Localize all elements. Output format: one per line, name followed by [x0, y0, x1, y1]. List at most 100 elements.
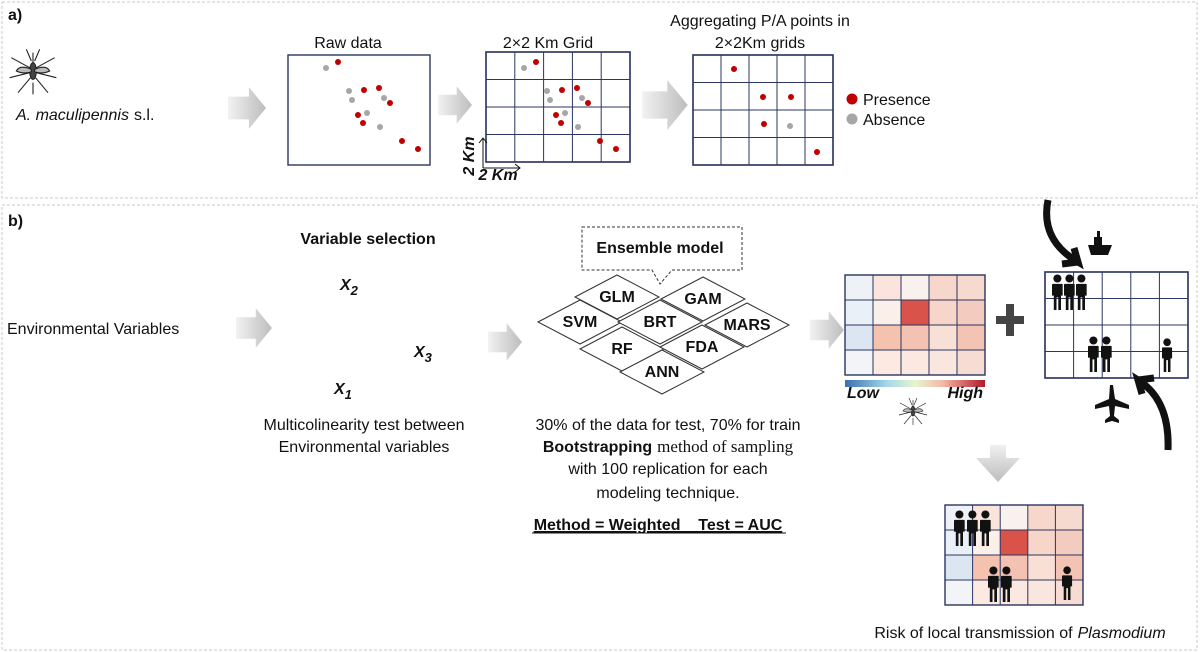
- variable-subscript: 1: [345, 387, 352, 402]
- risk-caption: Risk of local transmission of Plasmodium: [874, 625, 1165, 642]
- variable-subscript: 3: [425, 350, 433, 365]
- grid-box: [485, 51, 631, 163]
- input-label: Environmental Variables: [7, 321, 179, 338]
- grid-cell: [901, 350, 929, 375]
- legend-label: Absence: [863, 112, 925, 129]
- ship-icon: [1088, 231, 1112, 255]
- grid-cell: [845, 350, 873, 375]
- presence-point: [559, 87, 565, 93]
- variable: X2: [339, 277, 359, 298]
- grid-cell: [845, 325, 873, 350]
- method-text: Method = Weighted _ Test = AUC: [534, 517, 783, 534]
- flow-arrow: [438, 86, 472, 124]
- sampling-bold: Bootstrapping: [543, 439, 652, 456]
- sampling-text: Bootstrapping method of sampling: [543, 437, 794, 456]
- model-label: RF: [611, 341, 633, 358]
- grid-frame: [692, 54, 834, 166]
- flow-arrow: [642, 80, 688, 130]
- presence-point: [597, 138, 603, 144]
- grid-cell: [945, 555, 973, 580]
- grid-cell: [957, 300, 985, 325]
- model-label: MARS: [723, 317, 770, 334]
- model-label: GLM: [599, 289, 635, 306]
- scale-high: High: [947, 385, 983, 402]
- import-arrow: [1043, 199, 1084, 270]
- presence-point: [574, 85, 580, 91]
- flow-arrow: [810, 311, 844, 349]
- absence-point: [547, 97, 553, 103]
- box-title: 2×2Km grids: [715, 35, 805, 52]
- plus-sign: [996, 304, 1024, 336]
- presence-point: [533, 59, 539, 65]
- presence-point: [415, 146, 421, 152]
- grid-cell: [957, 350, 985, 375]
- scale-low: Low: [847, 385, 881, 402]
- grid-cell: [929, 300, 957, 325]
- absence-point: [579, 95, 585, 101]
- grid-cell: [929, 350, 957, 375]
- model-diamond: [659, 276, 747, 322]
- presence-point: [731, 66, 737, 72]
- grid-cell: [1027, 530, 1056, 555]
- absence-point: [562, 110, 568, 116]
- absence-point: [377, 124, 383, 130]
- sampling-text: with 100 replication for each: [567, 461, 767, 478]
- grid-cell: [1027, 505, 1056, 530]
- ensemble-title: Ensemble model: [596, 240, 723, 257]
- presence-point: [360, 120, 366, 126]
- grid-frame: [844, 274, 986, 376]
- presence-point: [387, 100, 393, 106]
- grid-cell: [845, 275, 873, 300]
- grid-cell: [901, 325, 929, 350]
- presence-point: [585, 100, 591, 106]
- risk-heatmap: [944, 504, 1084, 606]
- presence-point: [361, 87, 367, 93]
- risk-italic: Plasmodium: [1078, 625, 1166, 642]
- panel-a-frame: [1, 1, 1198, 199]
- box-title: Aggregating P/A points in: [670, 13, 850, 30]
- grid-cell: [845, 300, 873, 325]
- grid-cell: [901, 300, 929, 325]
- grid-cell: [957, 325, 985, 350]
- species-suffix: s.l.: [134, 107, 154, 124]
- absence-point: [787, 123, 793, 129]
- absence-point: [381, 95, 387, 101]
- risk-text: Risk of local transmission of: [874, 625, 1073, 642]
- model-diamond: [616, 299, 704, 345]
- grid-cell: [873, 300, 901, 325]
- sampling-text: modeling technique.: [596, 485, 739, 502]
- model-label: GAM: [684, 291, 721, 308]
- absence-point: [544, 88, 550, 94]
- variable-name: X: [339, 277, 352, 294]
- model-diamond: [658, 324, 746, 370]
- legend-swatch: [846, 93, 858, 105]
- legend-swatch: [846, 113, 858, 125]
- presence-point: [376, 85, 382, 91]
- axis-arrows: [478, 137, 521, 173]
- grid-cell: [1000, 530, 1028, 555]
- model-label: ANN: [645, 364, 680, 381]
- absence-point: [364, 110, 370, 116]
- variable-name: X: [413, 344, 426, 361]
- grid-cell: [873, 350, 901, 375]
- species-name: A. maculipennis s.l.: [15, 107, 154, 124]
- variable: X1: [333, 381, 352, 402]
- presence-point: [760, 94, 766, 100]
- presence-point: [558, 120, 564, 126]
- absence-point: [346, 88, 352, 94]
- absence-point: [575, 124, 581, 130]
- grid-cell: [945, 530, 973, 555]
- absence-point: [521, 65, 527, 71]
- grid-cell: [901, 275, 929, 300]
- presence-point: [553, 112, 559, 118]
- presence-point: [335, 59, 341, 65]
- axis-label: 2 Km: [461, 136, 478, 176]
- absence-point: [349, 97, 355, 103]
- grid-cell: [1055, 505, 1083, 530]
- presence-point: [613, 146, 619, 152]
- presence-point: [761, 121, 767, 127]
- grid-cell: [1000, 505, 1028, 530]
- grid-cell: [1055, 530, 1083, 555]
- grid-cell: [1027, 555, 1056, 580]
- flow-arrow: [976, 445, 1020, 482]
